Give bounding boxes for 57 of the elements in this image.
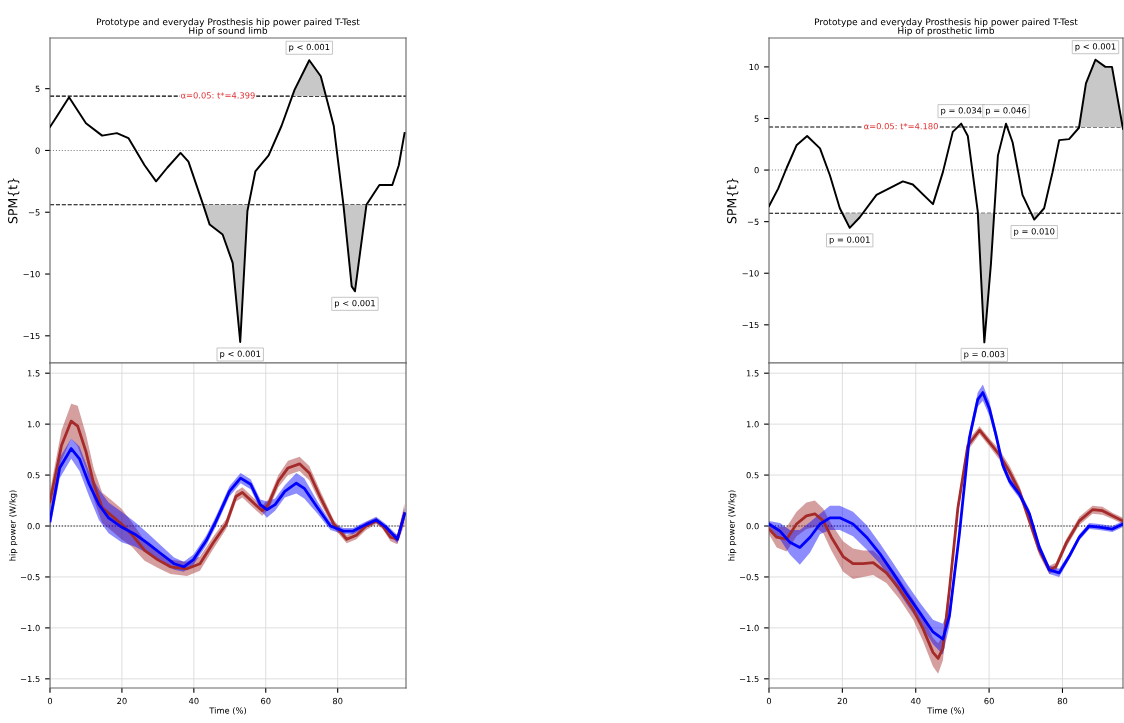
- y-axis-title: SPM{t}: [726, 178, 739, 224]
- y-tick-label: −10: [742, 270, 759, 277]
- annotation: α=0.05: t*=4.399: [181, 92, 255, 99]
- y-tick-label: −1.5: [20, 675, 40, 683]
- y-tick-label: −5: [28, 209, 40, 216]
- y-tick-label: −15: [23, 332, 40, 340]
- annotation: p = 0.046: [986, 107, 1027, 116]
- annotation: p = 0.010: [1014, 228, 1055, 237]
- annotation: p < 0.001: [289, 43, 330, 52]
- y-axis-title: hip power (W/kg): [9, 490, 18, 561]
- annotation: p = 0.034: [941, 107, 982, 116]
- x-axis-title: Time (%): [927, 707, 965, 715]
- annotation: p < 0.001: [1075, 43, 1116, 52]
- chart-title: Prototype and everyday Prosthesis hip power paired T-Test: [814, 18, 1078, 27]
- y-tick-label: 5: [754, 115, 759, 122]
- y-tick-label: −1.0: [739, 624, 759, 632]
- y-tick-label: 1.0: [746, 421, 759, 428]
- x-tick-label: 60: [984, 697, 994, 705]
- y-tick-label: −0.5: [739, 573, 759, 581]
- chart-subtitle: Hip of prosthetic limb: [898, 26, 995, 36]
- y-tick-label: −15: [742, 321, 759, 329]
- y-tick-label: 10: [749, 63, 759, 71]
- y-tick-label: −1.0: [20, 624, 40, 632]
- annotation: p < 0.001: [334, 299, 375, 308]
- y-tick-label: 1.5: [27, 370, 40, 377]
- y-tick-label: 0.0: [746, 522, 759, 530]
- x-tick-label: 0: [47, 697, 53, 705]
- x-tick-label: 20: [117, 697, 127, 705]
- x-axis-title: Time (%): [209, 707, 247, 715]
- x-tick-label: 60: [261, 697, 271, 705]
- y-tick-label: 1.0: [27, 421, 40, 428]
- y-tick-label: −0.5: [20, 573, 40, 581]
- y-axis-title: SPM{t}: [7, 178, 20, 224]
- x-tick-label: 40: [910, 697, 921, 705]
- y-tick-label: 5: [35, 85, 40, 92]
- y-axis-title: hip power (W/kg): [728, 490, 737, 561]
- annotation: α=0.05: t*=4.180: [864, 123, 938, 130]
- y-tick-label: 0: [754, 167, 759, 174]
- x-tick-label: 80: [332, 697, 343, 705]
- x-tick-label: 40: [188, 697, 199, 705]
- x-tick-label: 20: [837, 697, 848, 705]
- x-tick-label: 0: [766, 697, 772, 705]
- y-tick-label: 0.0: [27, 522, 40, 530]
- x-tick-label: 80: [1057, 697, 1068, 705]
- chart-subtitle: Hip of sound limb: [189, 26, 268, 36]
- chart-title: Prototype and everyday Prosthesis hip power paired T-Test: [96, 18, 360, 27]
- y-tick-label: 0.5: [746, 472, 759, 479]
- y-tick-label: −5: [747, 218, 759, 225]
- annotation: p = 0.001: [829, 236, 870, 245]
- y-tick-label: 1.5: [746, 370, 759, 377]
- line-series: [50, 59, 406, 343]
- y-tick-label: 0.5: [27, 472, 40, 479]
- y-tick-label: −1.5: [739, 675, 759, 683]
- annotation: p < 0.001: [220, 350, 261, 359]
- annotation: p = 0.003: [964, 350, 1005, 359]
- y-tick-label: 0: [35, 147, 40, 154]
- y-tick-label: −10: [23, 271, 40, 278]
